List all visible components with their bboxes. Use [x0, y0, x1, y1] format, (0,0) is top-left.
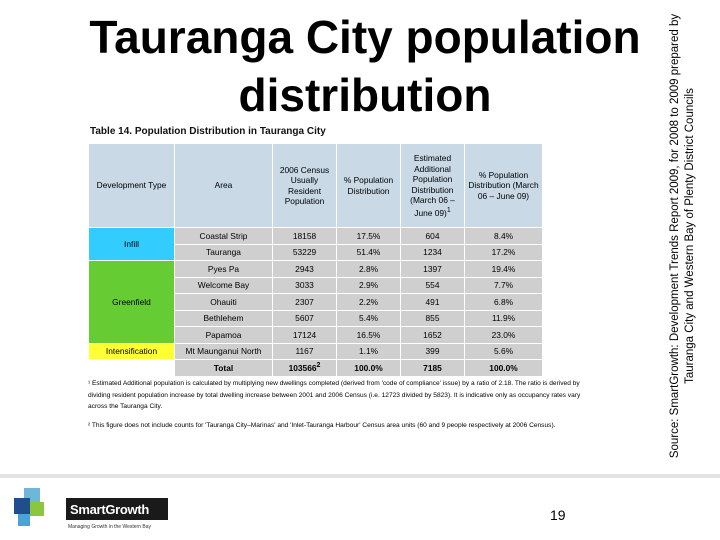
- footer-divider: [0, 474, 720, 478]
- total-census-value: 103566: [288, 363, 317, 374]
- cell-pct: 1.1%: [336, 342, 401, 360]
- cell-est: 491: [400, 293, 465, 311]
- group-intensification: Intensification: [88, 342, 175, 360]
- header-pct: % Population Distribution: [336, 143, 401, 228]
- cell-area: Pyes Pa: [174, 260, 273, 278]
- cell-total-est: 7185: [400, 359, 465, 377]
- table-row: Infill Coastal Strip 18158 17.5% 604 8.4…: [88, 227, 543, 261]
- cell-area: Mt Maunganui North: [174, 342, 273, 360]
- cell-est: 1234: [400, 243, 465, 261]
- cell-pct: 2.2%: [336, 293, 401, 311]
- header-row: Development Type Area 2006 Census Usuall…: [88, 143, 543, 228]
- group-infill: Infill: [88, 227, 175, 261]
- cell-est: 554: [400, 276, 465, 294]
- cell-pct2: 5.6%: [464, 342, 543, 360]
- cell-census: 17124: [272, 326, 337, 344]
- cell-est: 399: [400, 342, 465, 360]
- total-row: Total 1035662 100.0% 7185 100.0%: [88, 359, 543, 377]
- cell-area: Coastal Strip: [174, 227, 273, 245]
- cell-area: Tauranga: [174, 243, 273, 261]
- header-census: 2006 Census Usually Resident Population: [272, 143, 337, 228]
- cell-empty: [88, 359, 175, 377]
- cell-pct2: 23.0%: [464, 326, 543, 344]
- logo-tagline: Managing Growth in the Western Bay: [68, 524, 152, 530]
- header-estimated-sup: 1: [446, 206, 451, 214]
- cell-pct: 16.5%: [336, 326, 401, 344]
- cell-total-census: 1035662: [272, 359, 337, 377]
- cell-pct2: 19.4%: [464, 260, 543, 278]
- cell-pct: 17.5%: [336, 227, 401, 245]
- smartgrowth-logo-mark: [14, 488, 168, 526]
- source-note: Source: SmartGrowth: Development Trends …: [668, 10, 716, 462]
- footnote-2: ² This figure does not include counts fo…: [88, 421, 556, 429]
- cell-pct2: 7.7%: [464, 276, 543, 294]
- cell-pct2: 17.2%: [464, 243, 543, 261]
- cell-total-pct2: 100.0%: [464, 359, 543, 377]
- cell-area: Ohauiti: [174, 293, 273, 311]
- table-caption: Table 14. Population Distribution in Tau…: [90, 126, 326, 137]
- table-row: Bethlehem 5607 5.4% 855 11.9%: [89, 309, 543, 327]
- total-census-sup: 2: [316, 362, 321, 370]
- page-number: 19: [550, 507, 566, 523]
- slide-title: Tauranga City population distribution: [89, 11, 641, 121]
- table-row: Greenfield Pyes Pa 2943 2.8% 1397 19.4%: [88, 260, 543, 344]
- footnote-1: ¹ Estimated Additional population is cal…: [88, 380, 581, 410]
- cell-total-label: Total: [174, 359, 273, 377]
- cell-est: 1397: [400, 260, 465, 278]
- cell-pct2: 8.4%: [464, 227, 543, 245]
- table-row: Tauranga 53229 51.4% 1234 17.2%: [89, 243, 543, 261]
- header-area: Area: [174, 143, 273, 228]
- cell-census: 18158: [272, 227, 337, 245]
- cell-census: 1167: [272, 342, 337, 360]
- footnotes: ¹ Estimated Additional population is cal…: [88, 378, 588, 438]
- cell-census: 2943: [272, 260, 337, 278]
- table-row: Welcome Bay 3033 2.9% 554 7.7%: [89, 276, 543, 294]
- cell-census: 5607: [272, 309, 337, 327]
- source-note-text: Source: SmartGrowth: Development Trends …: [669, 13, 696, 459]
- cell-area: Papamoa: [174, 326, 273, 344]
- cell-pct: 2.8%: [336, 260, 401, 278]
- cell-est: 1652: [400, 326, 465, 344]
- cell-census: 3033: [272, 276, 337, 294]
- population-table: Development Type Area 2006 Census Usuall…: [88, 143, 543, 377]
- cell-pct2: 6.8%: [464, 293, 543, 311]
- cell-area: Bethlehem: [174, 309, 273, 327]
- cell-pct: 2.9%: [336, 276, 401, 294]
- cell-pct: 51.4%: [336, 243, 401, 261]
- cell-est: 604: [400, 227, 465, 245]
- cell-est: 855: [400, 309, 465, 327]
- header-estimated-text: Estimated Additional Population Distribu…: [410, 153, 455, 218]
- cell-pct: 5.4%: [336, 309, 401, 327]
- group-greenfield: Greenfield: [88, 260, 175, 344]
- header-development-type: Development Type: [88, 143, 175, 228]
- header-pct2: % Population Distribution (March 06 – Ju…: [464, 143, 543, 228]
- cell-census: 53229: [272, 243, 337, 261]
- logo-name: SmartGrowth: [70, 502, 150, 517]
- cell-area: Welcome Bay: [174, 276, 273, 294]
- header-estimated: Estimated Additional Population Distribu…: [400, 143, 465, 228]
- table-row: Intensification Mt Maunganui North 1167 …: [88, 342, 543, 360]
- cell-pct2: 11.9%: [464, 309, 543, 327]
- smartgrowth-logo: SmartGrowth Managing Growth in the Weste…: [10, 486, 170, 534]
- cell-census: 2307: [272, 293, 337, 311]
- cell-total-pct: 100.0%: [336, 359, 401, 377]
